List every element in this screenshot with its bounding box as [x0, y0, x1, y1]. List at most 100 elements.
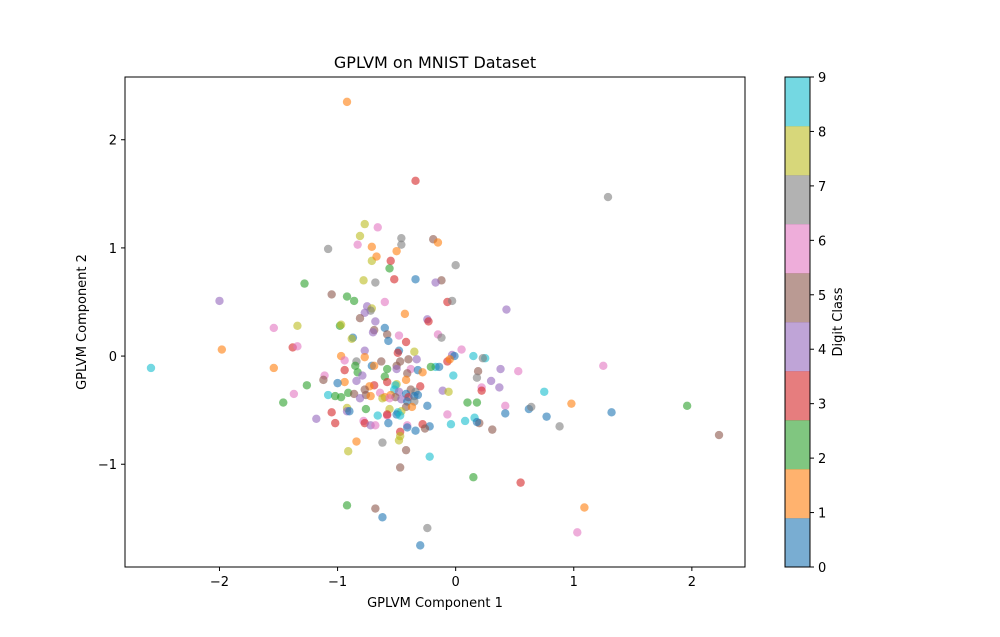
data-point: [502, 305, 511, 314]
y-axis-label: GPLVM Component 2: [75, 254, 90, 390]
data-point: [501, 401, 510, 411]
colorbar-tick-label: 9: [818, 71, 826, 86]
data-point: [394, 331, 404, 340]
data-point: [378, 394, 387, 403]
colorbar-segment: [785, 175, 810, 225]
data-point: [603, 192, 613, 202]
data-point: [580, 503, 589, 512]
data-point: [361, 404, 371, 414]
data-point: [215, 296, 224, 306]
data-point: [351, 361, 360, 371]
data-point: [392, 246, 401, 256]
colorbar-segment: [785, 273, 810, 323]
data-point: [424, 317, 433, 326]
x-tick-label: 1: [570, 575, 578, 590]
y-tick-label: −1: [98, 458, 117, 473]
data-point: [366, 391, 375, 401]
data-point: [401, 337, 411, 347]
data-point: [384, 336, 393, 346]
data-point: [451, 261, 460, 270]
data-point: [460, 416, 470, 426]
data-point: [416, 382, 425, 391]
colorbar-segment: [785, 420, 810, 470]
colorbar-segment: [785, 224, 810, 274]
data-point: [359, 276, 368, 285]
data-point: [368, 328, 378, 337]
y-axis: −1 0 1 2: [98, 134, 125, 473]
data-point: [378, 438, 387, 447]
data-point: [423, 523, 432, 533]
data-point: [431, 278, 440, 287]
data-point: [599, 361, 608, 371]
data-point: [371, 421, 380, 430]
data-point: [377, 357, 386, 366]
data-point: [472, 398, 482, 407]
data-point: [340, 356, 349, 365]
colorbar-tick-label: 7: [818, 180, 826, 195]
data-point: [355, 314, 365, 323]
data-point: [401, 375, 411, 385]
data-point: [495, 383, 504, 392]
colorbar-segment: [785, 518, 810, 568]
data-point: [567, 399, 576, 408]
data-point: [434, 362, 444, 372]
data-point: [340, 377, 349, 387]
data-point: [714, 430, 724, 440]
data-point: [371, 504, 380, 513]
data-point: [336, 392, 346, 402]
data-point: [411, 275, 420, 284]
data-point: [469, 351, 478, 361]
data-point: [542, 412, 551, 421]
data-point: [349, 389, 359, 399]
data-point: [420, 424, 430, 433]
data-point: [423, 401, 432, 411]
data-point: [360, 352, 369, 362]
data-point: [418, 368, 427, 377]
colorbar-tick-label: 4: [818, 343, 826, 358]
data-point: [437, 333, 446, 342]
data-point: [425, 452, 434, 461]
data-point: [293, 321, 302, 330]
data-point: [333, 378, 342, 388]
data-point: [410, 347, 419, 356]
data-point: [355, 394, 365, 403]
data-point: [607, 408, 616, 417]
data-point: [380, 323, 390, 333]
data-point: [331, 418, 340, 428]
colorbar-frame: [784, 76, 811, 568]
colorbar-tick-label: 0: [818, 561, 826, 576]
data-point: [279, 398, 288, 407]
data-point: [496, 364, 505, 374]
data-point: [349, 296, 359, 306]
data-point: [392, 364, 401, 374]
data-point: [336, 320, 346, 329]
data-point: [367, 242, 377, 252]
data-point: [463, 398, 472, 407]
data-point: [312, 414, 321, 424]
data-point: [352, 437, 361, 446]
data-point: [323, 244, 333, 254]
colorbar-tick-label: 6: [818, 234, 826, 249]
data-point: [445, 355, 454, 364]
data-point: [401, 445, 411, 455]
data-point: [380, 297, 390, 307]
x-axis: −2 −1 0 1 2: [210, 567, 696, 590]
data-point: [371, 317, 380, 326]
data-point: [443, 410, 452, 419]
data-point: [319, 375, 328, 385]
data-point: [477, 386, 486, 395]
data-point: [407, 402, 417, 412]
data-point: [289, 389, 299, 399]
data-point: [400, 309, 410, 319]
data-point: [323, 390, 333, 400]
chart-title: GPLVM on MNIST Dataset: [334, 53, 536, 72]
data-point: [447, 296, 457, 306]
data-point: [340, 365, 349, 375]
colorbar-tick-label: 3: [818, 398, 826, 413]
data-point: [527, 402, 536, 412]
colorbar-segment: [785, 371, 810, 421]
data-point: [386, 256, 395, 266]
data-point: [373, 223, 382, 232]
